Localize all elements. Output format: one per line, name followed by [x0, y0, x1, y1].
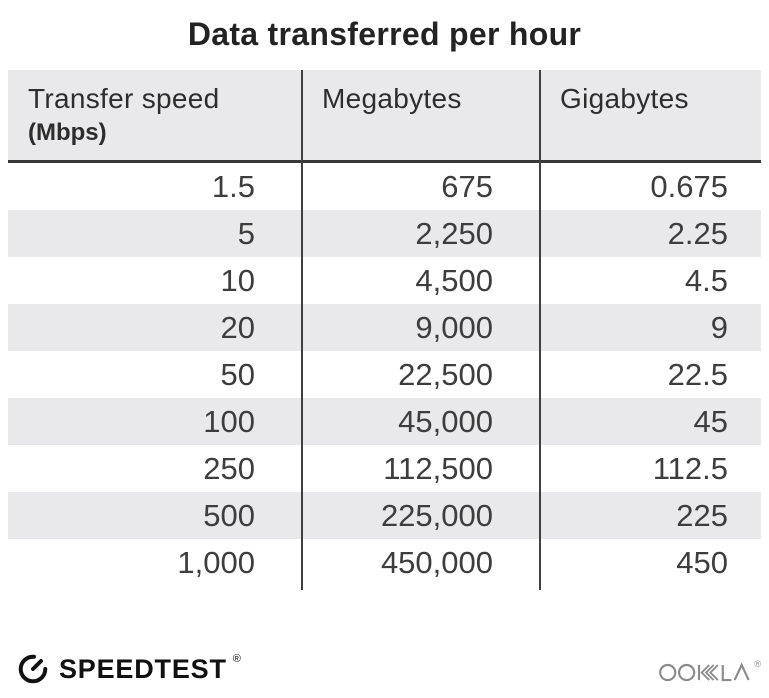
column-header-gigabytes: Gigabytes — [540, 70, 761, 160]
ookla-wordmark-icon — [659, 662, 751, 682]
data-table: Transfer speed (Mbps) Megabytes Gigabyte… — [8, 70, 761, 590]
chart-title: Data transferred per hour — [187, 16, 582, 52]
column-divider-line — [301, 70, 303, 590]
cell-speed: 250 — [203, 450, 255, 486]
table-row: 1.5 675 0.675 — [8, 163, 761, 210]
cell-gigabytes: 112.5 — [652, 450, 728, 486]
table-row: 100 45,000 45 — [8, 398, 761, 445]
header-divider-line — [8, 160, 761, 163]
registered-trademark-icon: ® — [232, 653, 241, 665]
cell-speed: 1,000 — [177, 544, 255, 580]
cell-megabytes: 675 — [441, 168, 493, 204]
cell-gigabytes: 45 — [693, 403, 728, 439]
cell-megabytes: 225,000 — [380, 497, 493, 533]
cell-speed: 10 — [220, 262, 255, 298]
cell-gigabytes: 2.25 — [667, 215, 728, 251]
cell-gigabytes: 4.5 — [684, 262, 728, 298]
cell-speed: 5 — [237, 215, 255, 251]
column-divider-line — [539, 70, 541, 590]
table-row: 250 112,500 112.5 — [8, 445, 761, 492]
cell-megabytes: 2,250 — [415, 215, 493, 251]
cell-speed: 500 — [203, 497, 255, 533]
column-header-megabytes: Megabytes — [302, 70, 540, 160]
table-body: 1.5 675 0.675 5 2,250 2.25 10 4,500 4.5 … — [8, 163, 761, 586]
cell-gigabytes: 225 — [676, 497, 728, 533]
table-row: 500 225,000 225 — [8, 492, 761, 539]
column-header-label: Megabytes — [322, 83, 462, 114]
column-header-unit: (Mbps) — [28, 119, 107, 147]
cell-megabytes: 45,000 — [398, 403, 493, 439]
speedtest-logo: SPEEDTEST ® — [16, 652, 241, 686]
cell-gigabytes: 22.5 — [667, 356, 728, 392]
cell-megabytes: 112,500 — [383, 450, 493, 486]
table-row: 10 4,500 4.5 — [8, 257, 761, 304]
table-row: 50 22,500 22.5 — [8, 351, 761, 398]
table-row: 20 9,000 9 — [8, 304, 761, 351]
cell-megabytes: 9,000 — [415, 309, 493, 345]
cell-speed: 100 — [203, 403, 255, 439]
cell-speed: 20 — [220, 309, 255, 345]
speedtest-wordmark: SPEEDTEST — [59, 653, 227, 684]
speedtest-gauge-icon — [18, 654, 48, 684]
column-header-label: Transfer speed — [28, 83, 220, 114]
cell-megabytes: 22,500 — [398, 356, 493, 392]
ookla-logo: ® — [658, 659, 761, 683]
table-header-row: Transfer speed (Mbps) Megabytes Gigabyte… — [8, 70, 761, 160]
cell-megabytes: 4,500 — [415, 262, 493, 298]
column-header-label: Gigabytes — [560, 83, 689, 114]
cell-speed: 1.5 — [211, 168, 255, 204]
cell-gigabytes: 9 — [710, 309, 728, 345]
cell-gigabytes: 0.675 — [650, 168, 728, 204]
cell-megabytes: 450,000 — [380, 544, 493, 580]
cell-gigabytes: 450 — [676, 544, 728, 580]
table-row: 5 2,250 2.25 — [8, 210, 761, 257]
table-row: 1,000 450,000 450 — [8, 539, 761, 586]
cell-speed: 50 — [220, 356, 255, 392]
column-header-transfer-speed: Transfer speed (Mbps) — [8, 70, 302, 160]
registered-trademark-icon: ® — [754, 659, 761, 669]
